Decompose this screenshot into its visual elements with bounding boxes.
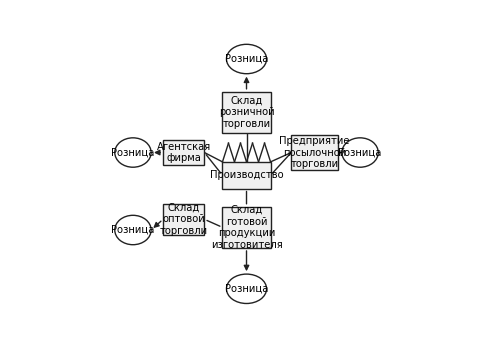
Text: Розница: Розница: [111, 225, 155, 235]
Ellipse shape: [115, 215, 151, 245]
Text: Производство: Производство: [209, 170, 283, 180]
Text: Розница: Розница: [337, 147, 381, 158]
Text: Предприятие
посылочной
торговли: Предприятие посылочной торговли: [279, 136, 349, 169]
Text: Розница: Розница: [224, 284, 268, 294]
Text: Розница: Розница: [224, 54, 268, 64]
FancyBboxPatch shape: [222, 162, 270, 189]
Text: Склад
оптовой
торговли: Склад оптовой торговли: [159, 203, 207, 236]
Text: Агентская
фирма: Агентская фирма: [156, 142, 210, 163]
Text: Склад
готовой
продукции
изготовителя: Склад готовой продукции изготовителя: [210, 205, 282, 250]
Text: Склад
розничной
торговли: Склад розничной торговли: [218, 96, 274, 129]
FancyBboxPatch shape: [291, 135, 337, 170]
Ellipse shape: [226, 274, 266, 304]
FancyBboxPatch shape: [222, 206, 270, 248]
FancyBboxPatch shape: [163, 140, 204, 165]
Text: Розница: Розница: [111, 147, 155, 158]
FancyBboxPatch shape: [222, 92, 270, 133]
Ellipse shape: [226, 44, 266, 74]
Ellipse shape: [115, 138, 151, 167]
FancyBboxPatch shape: [163, 204, 204, 235]
Ellipse shape: [341, 138, 377, 167]
